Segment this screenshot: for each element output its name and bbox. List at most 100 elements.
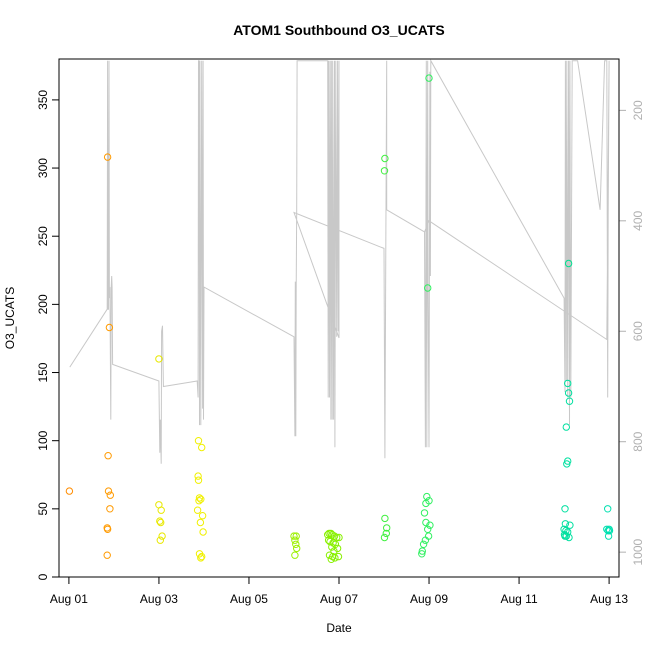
data-point [604,532,613,540]
data-point [291,536,299,544]
data-point [194,476,203,484]
data-point [195,494,204,502]
data-point [156,536,165,544]
data-point [334,552,343,561]
data-point [155,355,163,363]
data-point [380,533,389,542]
chart-title: ATOM1 Southbound O3_UCATS [233,22,445,38]
data-point [423,492,431,501]
altitude-trace [69,58,610,464]
data-point [198,512,207,520]
data-point [156,517,164,525]
data-point [193,506,202,514]
data-point [331,554,339,562]
data-point [103,525,112,533]
x-tick-label: Aug 03 [140,592,178,606]
data-point [563,460,571,468]
data-point [291,551,299,559]
data-point [198,552,206,561]
data-point [421,536,430,544]
data-point [198,443,206,452]
data-point [106,491,115,499]
data-point [103,153,112,161]
data-point [327,555,335,563]
x-tick-label: Aug 13 [590,592,628,606]
data-point [104,452,112,460]
data-point [158,532,166,540]
data-point [422,499,430,508]
y-tick-label: 100 [36,430,50,450]
data-point [605,527,614,535]
data-point [324,531,332,539]
data-point [562,423,570,431]
data-point [292,532,300,540]
data-point [565,533,573,542]
data-point [104,487,113,495]
data-point [425,74,433,82]
data-point [106,505,114,513]
data-point [562,527,570,535]
y-tick-label: 200 [36,294,50,314]
data-point [197,554,205,562]
data-point [290,532,298,540]
data-points [65,74,614,563]
data-point [293,544,301,553]
data-point [199,528,207,536]
data-point [424,525,432,533]
plot-frame [58,58,620,578]
y-tick-label: 50 [36,502,50,516]
data-point [195,497,203,505]
right-tick-label: 600 [631,321,645,341]
right-tick-label: 800 [631,431,645,451]
data-point [564,389,573,397]
data-point [381,514,389,523]
data-point [380,167,389,175]
data-point [105,323,114,332]
x-tick-label: Aug 05 [230,592,268,606]
axes: Aug 01 Aug 03 Aug 05 Aug 07 Aug 09 Aug 11 Aug … [36,90,645,606]
data-point [418,550,426,558]
y-tick-label: 350 [36,90,50,110]
data-point [420,509,429,517]
data-point [330,547,338,555]
data-point [330,532,339,540]
right-tick-label: 400 [631,210,645,230]
data-point [157,518,165,527]
data-point [561,520,570,528]
data-point [65,487,74,495]
right-tick-label: 200 [631,100,645,120]
data-point [604,505,612,513]
x-tick-label: Aug 09 [410,592,448,606]
data-point [426,521,434,529]
data-point [424,284,432,292]
data-point [194,437,203,445]
data-point [103,551,111,559]
data-point [335,533,343,542]
data-point [382,529,390,538]
y-tick-label: 300 [36,158,50,178]
right-tick-label: 1000 [631,538,645,565]
y-tick-label: 150 [36,362,50,382]
data-point [565,397,574,405]
data-point [194,472,202,480]
data-point [564,259,573,268]
data-point [566,521,574,529]
x-tick-label: Aug 07 [320,592,358,606]
x-tick-label: Aug 11 [500,592,537,606]
data-point [157,506,165,514]
x-tick-label: Aug 01 [50,592,88,606]
data-point [418,547,426,555]
data-point [424,532,433,540]
data-point [383,524,391,532]
x-axis-label: Date [326,621,352,635]
y-axis-label: O3_UCATS [3,287,17,349]
data-point [561,505,569,513]
y-tick-label: 0 [36,573,50,580]
data-point [564,379,572,388]
y-tick-label: 250 [36,226,50,246]
data-point [197,495,205,503]
data-point [381,154,389,163]
background-altitude-line [69,58,610,464]
data-point [292,540,300,548]
